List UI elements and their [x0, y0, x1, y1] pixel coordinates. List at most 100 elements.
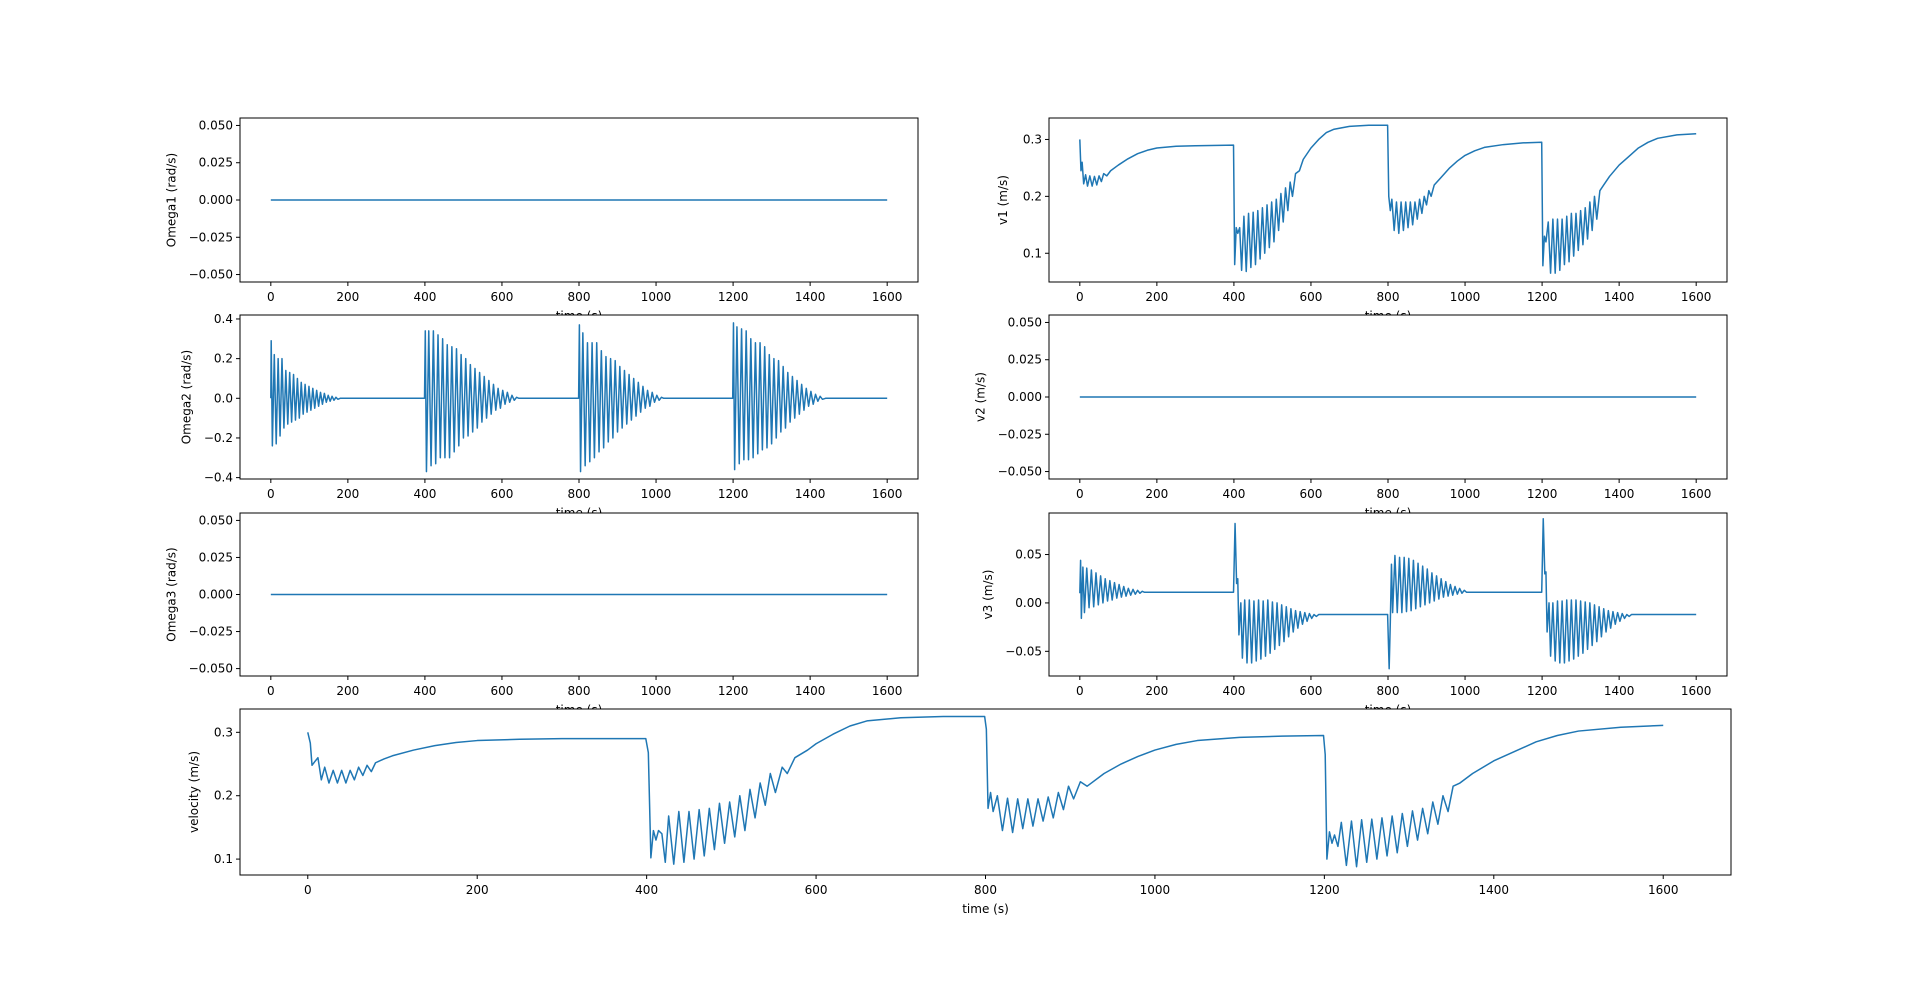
- x-tick-label: 600: [491, 684, 514, 698]
- axes-background: [240, 709, 1731, 875]
- x-tick-label: 1000: [1450, 684, 1481, 698]
- x-tick-label: 1200: [718, 290, 749, 304]
- x-tick-label: 0: [267, 290, 275, 304]
- y-tick-label: 0.000: [199, 588, 233, 602]
- x-tick-label: 1400: [1604, 487, 1635, 501]
- x-tick-label: 800: [1377, 487, 1400, 501]
- y-axis-label: Omega3 (rad/s): [165, 547, 179, 642]
- y-tick-label: −0.050: [998, 465, 1042, 479]
- x-tick-label: 1200: [1527, 290, 1558, 304]
- x-tick-label: 1200: [1309, 883, 1340, 897]
- x-tick-label: 400: [1222, 290, 1245, 304]
- y-tick-label: 0.050: [199, 118, 233, 132]
- x-tick-label: 1000: [1450, 487, 1481, 501]
- y-tick-label: 0.050: [199, 513, 233, 527]
- x-tick-label: 200: [1145, 684, 1168, 698]
- x-tick-label: 600: [491, 290, 514, 304]
- x-tick-label: 1000: [641, 684, 672, 698]
- x-tick-label: 1000: [641, 290, 672, 304]
- x-tick-label: 800: [568, 487, 591, 501]
- x-tick-label: 800: [1377, 684, 1400, 698]
- y-tick-label: −0.025: [189, 625, 233, 639]
- y-tick-label: 0.0: [214, 391, 233, 405]
- y-tick-label: −0.05: [1005, 644, 1042, 658]
- x-tick-label: 600: [1300, 684, 1323, 698]
- x-tick-label: 1000: [1450, 290, 1481, 304]
- x-tick-label: 1600: [872, 487, 903, 501]
- y-tick-label: 0.2: [1023, 189, 1042, 203]
- x-tick-label: 1400: [1479, 883, 1510, 897]
- x-tick-label: 1000: [1140, 883, 1171, 897]
- x-tick-label: 1600: [872, 684, 903, 698]
- v2-subplot: 0 200 400 600 800 1000 1200 1400 1600 −0.050 −0.02…: [974, 314, 1728, 520]
- y-tick-label: −0.050: [189, 662, 233, 676]
- y-tick-label: 0.05: [1015, 548, 1042, 562]
- omega2-series-line: [270, 322, 888, 473]
- y-tick-label: 0.1: [1023, 246, 1042, 260]
- y-tick-label: 0.025: [1008, 353, 1042, 367]
- y-tick-label: 0.2: [214, 352, 233, 366]
- x-tick-label: 800: [568, 684, 591, 698]
- y-tick-label: 0.3: [214, 725, 233, 739]
- y-axis-label: Omega2 (rad/s): [179, 350, 193, 445]
- x-tick-label: 400: [413, 290, 436, 304]
- x-tick-label: 1200: [718, 487, 749, 501]
- y-tick-label: 0.00: [1015, 596, 1042, 610]
- x-tick-label: 400: [413, 487, 436, 501]
- y-tick-label: 0.3: [1023, 132, 1042, 146]
- velocity-series-line: [307, 715, 1664, 868]
- v1-subplot: 020040060080010001200140016000.10.20.3ti…: [996, 117, 1728, 323]
- x-tick-label: 0: [1076, 684, 1084, 698]
- y-tick-label: −0.2: [204, 431, 233, 445]
- x-tick-label: 200: [466, 883, 489, 897]
- x-tick-label: 1600: [1681, 290, 1712, 304]
- y-tick-label: 0.000: [1008, 390, 1042, 404]
- y-tick-label: −0.025: [998, 427, 1042, 441]
- x-tick-label: 800: [974, 883, 997, 897]
- x-tick-label: 1400: [795, 684, 826, 698]
- x-tick-label: 1400: [1604, 290, 1635, 304]
- y-tick-label: 0.025: [199, 156, 233, 170]
- x-tick-label: 0: [267, 487, 275, 501]
- velocity-subplot: 0 200 400 600 800 1000 1200 1400 1600 0.1 0.2 0.3 ti…: [187, 708, 1732, 916]
- x-tick-label: 400: [635, 883, 658, 897]
- x-tick-label: 1600: [1681, 487, 1712, 501]
- x-tick-label: 1200: [718, 684, 749, 698]
- x-tick-label: 400: [1222, 684, 1245, 698]
- x-tick-label: 1600: [872, 290, 903, 304]
- x-tick-label: 1600: [1681, 684, 1712, 698]
- x-tick-label: 200: [336, 487, 359, 501]
- x-tick-label: 200: [336, 684, 359, 698]
- x-tick-label: 400: [1222, 487, 1245, 501]
- y-tick-label: 0.1: [214, 852, 233, 866]
- y-tick-label: 0.2: [214, 789, 233, 803]
- x-tick-label: 1400: [795, 290, 826, 304]
- x-tick-label: 800: [568, 290, 591, 304]
- y-axis-label: v3 (m/s): [981, 570, 995, 620]
- x-tick-label: 200: [1145, 290, 1168, 304]
- x-tick-label: 0: [267, 684, 275, 698]
- x-tick-label: 800: [1377, 290, 1400, 304]
- v1-series-line: [1079, 124, 1697, 274]
- x-tick-label: 0: [1076, 487, 1084, 501]
- v3-series-line: [1079, 517, 1697, 670]
- x-tick-label: 400: [413, 684, 436, 698]
- x-tick-label: 600: [491, 487, 514, 501]
- y-axis-label: v2 (m/s): [974, 372, 988, 422]
- y-tick-label: −0.4: [204, 471, 233, 485]
- x-tick-label: 1400: [795, 487, 826, 501]
- x-tick-label: 200: [336, 290, 359, 304]
- x-axis-label: time (s): [962, 902, 1009, 916]
- x-tick-label: 0: [1076, 290, 1084, 304]
- x-tick-label: 1200: [1527, 487, 1558, 501]
- y-axis-label: velocity (m/s): [187, 751, 201, 833]
- omega1-subplot: 0 200 400 600 800 1000 1200 1400 1600 −0.050 −0.02…: [165, 117, 919, 323]
- omega3-subplot: 0 200 400 600 800 1000 1200 1400 1600 −0.050 −0.02…: [165, 512, 919, 717]
- y-tick-label: 0.025: [199, 550, 233, 564]
- y-tick-label: 0.4: [214, 312, 233, 326]
- x-tick-label: 1000: [641, 487, 672, 501]
- y-tick-label: −0.025: [189, 230, 233, 244]
- x-tick-label: 0: [304, 883, 312, 897]
